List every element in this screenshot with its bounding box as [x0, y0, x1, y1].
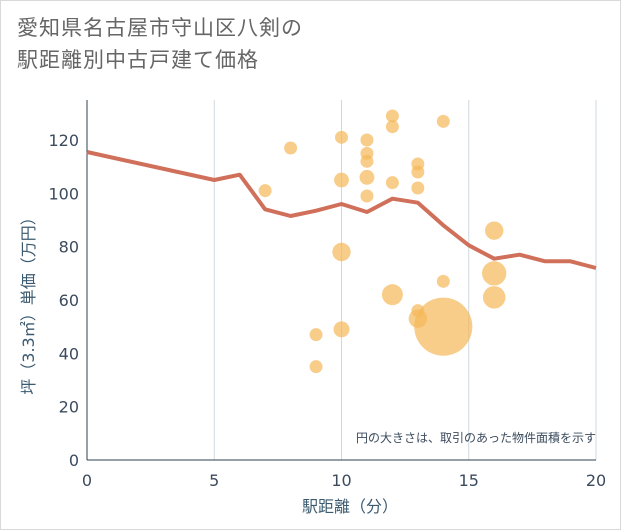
y-tick-label: 0: [69, 451, 79, 470]
y-tick-label: 60: [59, 291, 79, 310]
data-point: [309, 360, 323, 374]
trend-line-group: [86, 150, 597, 270]
chart-title-line2: 駅距離別中古戸建て価格: [17, 48, 259, 72]
y-tick-label: 120: [48, 131, 79, 150]
data-point: [482, 286, 506, 309]
data-point: [284, 141, 298, 155]
bubbles: [258, 109, 507, 374]
data-point: [414, 297, 473, 356]
trend-line: [86, 150, 597, 270]
data-point: [381, 284, 403, 306]
data-point: [333, 321, 350, 338]
y-tick-label: 80: [59, 238, 79, 257]
data-point: [482, 261, 507, 286]
data-point: [359, 169, 375, 185]
data-point: [258, 184, 272, 198]
x-axis-title: 駅距離（分）: [302, 497, 398, 516]
data-point: [411, 165, 425, 179]
x-tick-label: 10: [331, 471, 351, 490]
y-tick-label: 20: [59, 398, 79, 417]
data-point: [335, 130, 348, 144]
data-point: [360, 133, 374, 147]
x-tick-label: 5: [209, 471, 219, 490]
data-point: [360, 154, 374, 168]
y-tick-label: 40: [59, 344, 79, 363]
data-point: [332, 242, 351, 262]
data-point: [385, 120, 399, 134]
chart-title-line1: 愛知県名古屋市守山区八剣の: [17, 16, 303, 40]
data-point: [436, 114, 450, 128]
data-point: [385, 109, 399, 123]
axes: [86, 100, 596, 461]
x-tick-label: 15: [459, 471, 479, 490]
data-point: [334, 172, 349, 188]
data-point: [411, 181, 425, 195]
y-tick-label: 100: [48, 184, 79, 203]
data-point: [385, 176, 399, 190]
chart-title: 愛知県名古屋市守山区八剣の 駅距離別中古戸建て価格: [17, 12, 303, 76]
x-tick-label: 20: [586, 471, 606, 490]
data-point: [485, 221, 504, 240]
data-point: [436, 274, 450, 288]
tick-labels: 0 5 10 15 20 0 20 40 60 80 100 120: [48, 131, 606, 490]
y-axis-title: 坪（3.3㎡）単価（万円）: [19, 209, 38, 394]
data-point: [360, 189, 374, 203]
x-tick-label: 0: [82, 471, 92, 490]
size-note: 円の大きさは、取引のあった物件面積を示す: [356, 430, 596, 445]
data-point: [309, 328, 323, 342]
grid: [213, 100, 597, 460]
